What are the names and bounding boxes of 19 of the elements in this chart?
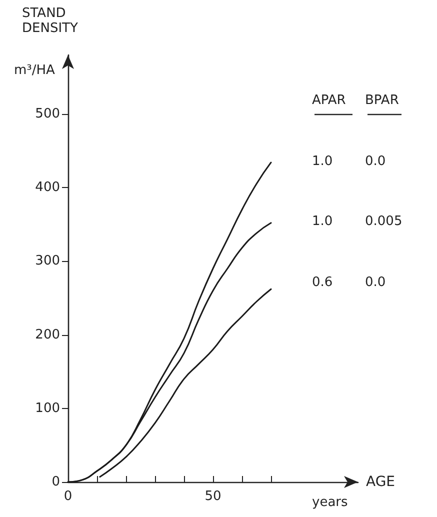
text: years (312, 495, 348, 510)
text: 0.0 (365, 275, 386, 290)
y-tick-label: 200 (35, 327, 60, 342)
text: m³/HA (14, 63, 56, 78)
y-tick-label: 400 (35, 180, 60, 196)
x-axis-title: AGE (366, 474, 396, 490)
text: BPAR (365, 93, 399, 108)
annotation: 1.0 (312, 154, 333, 169)
y-tick-label: 0 (52, 474, 60, 490)
y-tick-label: 300 (35, 254, 60, 269)
y-tick-label: 500 (35, 106, 60, 122)
y-axis-title: STAND DENSITY (22, 6, 78, 36)
annotation: 0.6 (312, 275, 333, 290)
text: 0.005 (365, 214, 402, 229)
annotation: 1.0 (312, 214, 333, 229)
y-tick-label: 100 (35, 400, 60, 416)
text: 0.0 (365, 154, 386, 169)
annotation: APAR (312, 93, 346, 108)
x-tick-label: 50 (204, 489, 222, 504)
